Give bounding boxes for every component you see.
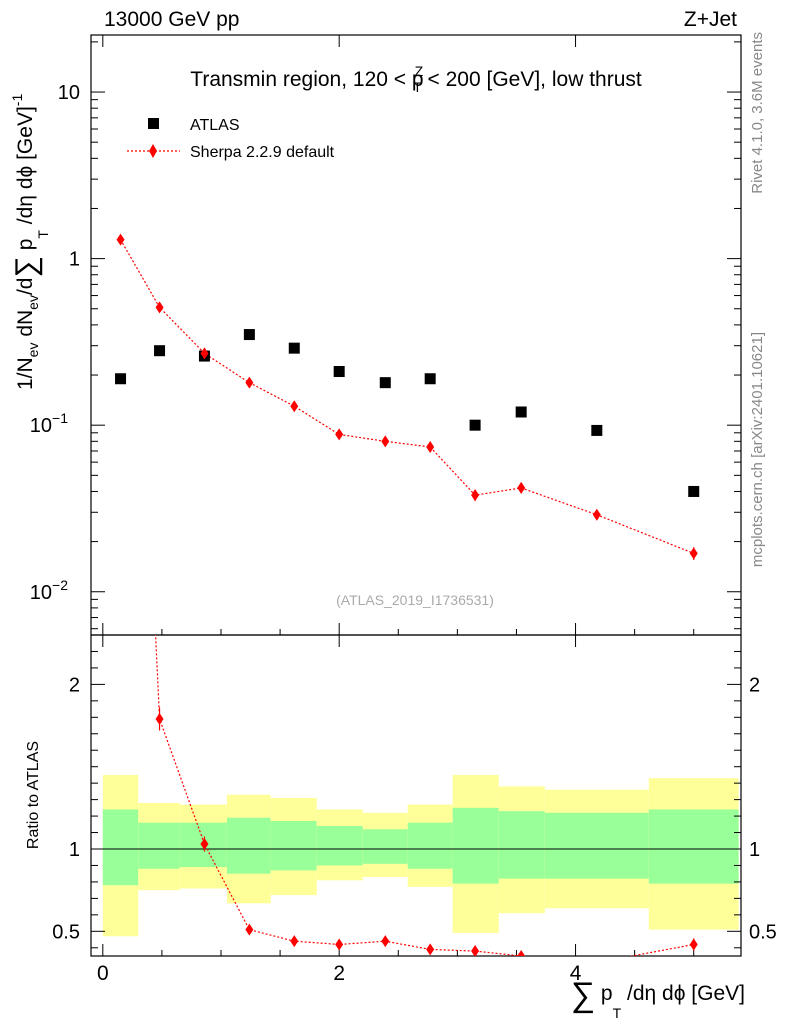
sherpa-ratio-point (689, 938, 698, 951)
sherpa-point (200, 347, 209, 360)
chart-title: Transmin region, 120 < pZ T < 200 [GeV], … (190, 63, 642, 95)
main-panel-frame (90, 34, 742, 636)
ratio-series (154, 635, 698, 969)
sherpa-ratio-point (426, 943, 435, 956)
sherpa-point (689, 547, 698, 560)
atlas-point (288, 342, 300, 354)
y-tick-label-ratio-right: 0.5 (749, 921, 777, 943)
sherpa-ratio-point (471, 945, 480, 956)
green-band-10 (544, 812, 649, 879)
legend-atlas-label: ATLAS (190, 117, 240, 134)
atlas-point (424, 373, 436, 385)
ratio-bands (102, 774, 739, 937)
sherpa-point (116, 233, 125, 246)
atlas-point (688, 485, 700, 497)
y-tick-label-main: 10 (58, 82, 80, 104)
sherpa-point (245, 376, 254, 389)
legend-sherpa-marker (149, 144, 157, 158)
green-band-1 (138, 822, 180, 869)
sherpa-ratio-point (593, 957, 601, 969)
atlas-point (115, 373, 127, 385)
sherpa-point (471, 489, 480, 502)
sherpa-ratio-point (245, 923, 254, 936)
green-band-5 (316, 825, 363, 866)
green-band-11 (648, 809, 739, 884)
atlas-point (154, 345, 166, 357)
y-tick-label-ratio: 0.5 (52, 921, 80, 943)
x-tick-label: 2 (333, 962, 345, 985)
sherpa-ratio-line (154, 635, 694, 956)
x-axis-label: ∑ pT /dη dϕ [GeV] (571, 976, 745, 1021)
green-band-6 (362, 829, 408, 864)
green-band-0 (102, 809, 139, 886)
y-tick-label-ratio: 2 (69, 674, 80, 696)
analysis-watermark: (ATLAS_2019_I1736531) (336, 592, 494, 608)
sherpa-point (290, 400, 299, 413)
sherpa-line (120, 239, 694, 554)
sherpa-point (426, 440, 435, 453)
green-band-8 (452, 807, 499, 884)
atlas-point (591, 424, 603, 436)
header-right: Z+Jet (684, 8, 737, 31)
y-tick-label-ratio-right: 2 (749, 674, 760, 696)
green-band-9 (498, 811, 545, 879)
sherpa-point (592, 508, 601, 521)
legend-sherpa-label: Sherpa 2.2.9 default (190, 144, 335, 161)
rivet-version-text: Rivet 4.1.0, 3.6M events (749, 32, 766, 194)
atlas-point (333, 366, 345, 378)
sherpa-point (155, 301, 164, 314)
y-tick-label-main: 10−2 (30, 577, 68, 604)
sherpa-ratio-point (335, 938, 344, 951)
sherpa-ratio-point (381, 935, 390, 948)
y-tick-label-ratio: 1 (69, 839, 80, 861)
green-band-4 (270, 821, 317, 871)
sherpa-ratio-point (200, 838, 209, 851)
x-tick-label: 4 (570, 962, 582, 985)
atlas-point (379, 377, 391, 389)
y-tick-label-main: 1 (69, 249, 80, 271)
sherpa-point (381, 435, 390, 448)
atlas-point (515, 406, 527, 418)
sherpa-point (335, 428, 344, 441)
ratio-panel-frame (90, 634, 742, 957)
ratio-y-axis-label: Ratio to ATLAS (25, 741, 42, 849)
sherpa-ratio-point (517, 950, 526, 956)
atlas-point (243, 329, 255, 341)
main-series (115, 233, 700, 561)
atlas-point (469, 419, 481, 431)
sherpa-ratio-point (290, 935, 299, 948)
green-band-7 (407, 822, 453, 869)
mcplots-reference-text: mcplots.cern.ch [arXiv:2401.10621] (749, 332, 766, 567)
y-tick-label-ratio-right: 1 (749, 839, 760, 861)
axis-ticks: 0 2 4 10 1 10−1 10−2 2 2 1 1 0.5 0.5 (30, 35, 777, 985)
y-tick-label-main: 10−1 (30, 410, 68, 437)
header-left: 13000 GeV pp (104, 8, 239, 31)
sherpa-point (517, 481, 526, 494)
sherpa-ratio-point (155, 712, 164, 725)
x-tick-label: 0 (97, 962, 109, 985)
legend-atlas-marker (148, 118, 159, 129)
green-band-3 (226, 817, 271, 874)
y-axis-label: 1/Nev dNev/d∑ pT /dη dϕ [GeV]-1 (9, 94, 51, 390)
